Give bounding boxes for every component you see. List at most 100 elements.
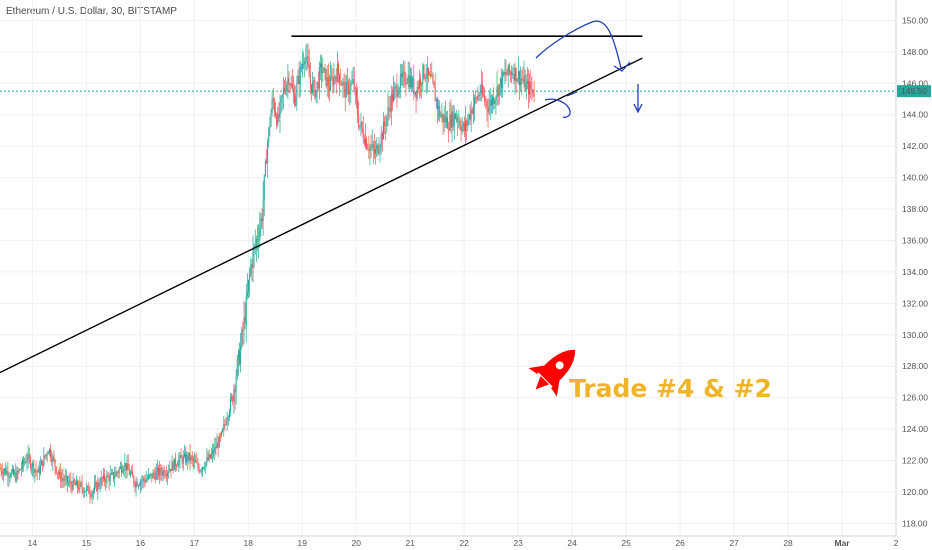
candle-body bbox=[62, 478, 64, 480]
candle-body bbox=[472, 106, 474, 114]
candle-body bbox=[532, 89, 534, 95]
candle-body bbox=[512, 74, 514, 76]
y-tick-label: 122.00 bbox=[902, 456, 928, 466]
candle-body bbox=[96, 482, 98, 491]
candle-body bbox=[354, 89, 356, 91]
candle-body bbox=[431, 75, 433, 77]
candle-body bbox=[244, 316, 246, 324]
annotations-layer: Trade #4 & #2 bbox=[528, 20, 772, 403]
candle-body bbox=[434, 87, 436, 102]
candle-body bbox=[7, 471, 9, 478]
candle-body bbox=[178, 459, 180, 466]
x-tick-label: 2 bbox=[894, 538, 899, 548]
candle-body bbox=[421, 83, 423, 86]
candle-body bbox=[213, 450, 215, 454]
candle-body bbox=[36, 470, 38, 473]
candle-body bbox=[75, 480, 77, 486]
candle-body bbox=[373, 149, 375, 154]
candle-body bbox=[359, 125, 361, 128]
candle-body bbox=[317, 81, 319, 89]
candle-body bbox=[255, 239, 257, 246]
candle-body bbox=[439, 105, 441, 118]
chart-title: Ethereum / U.S. Dollar, 30, BITSTAMP bbox=[6, 6, 177, 17]
candle-body bbox=[209, 454, 211, 458]
candle-body bbox=[33, 462, 35, 473]
candle-body bbox=[81, 483, 83, 489]
x-tick-label: 24 bbox=[567, 538, 577, 548]
candle-body bbox=[243, 316, 245, 331]
candle-body bbox=[469, 114, 471, 120]
candle-body bbox=[24, 461, 26, 464]
candle-body bbox=[445, 117, 447, 123]
drawn-down-arrowhead bbox=[633, 103, 643, 114]
candle-body bbox=[116, 472, 118, 473]
candle-body bbox=[384, 122, 386, 126]
candle-body bbox=[23, 460, 25, 464]
candle-body bbox=[369, 146, 371, 151]
candle-body bbox=[134, 483, 136, 488]
candle-body bbox=[135, 481, 137, 488]
candle-body bbox=[272, 98, 274, 102]
candle-body bbox=[83, 491, 85, 493]
candle-body bbox=[442, 113, 444, 122]
candle-body bbox=[97, 482, 99, 491]
candle-body bbox=[104, 474, 106, 481]
candle-body bbox=[118, 468, 120, 473]
candle-body bbox=[360, 122, 362, 126]
candle-body bbox=[514, 67, 516, 81]
candle-body bbox=[143, 478, 145, 481]
candle-body bbox=[99, 486, 101, 487]
candle-body bbox=[146, 478, 148, 480]
candle-body bbox=[305, 57, 307, 62]
candle-body bbox=[51, 457, 53, 462]
candle-body bbox=[71, 484, 73, 490]
candle-body bbox=[385, 125, 387, 127]
candle-body bbox=[316, 81, 318, 91]
candle-body bbox=[309, 76, 311, 85]
candle-body bbox=[198, 466, 200, 472]
candle-body bbox=[65, 475, 67, 478]
candle-body bbox=[425, 78, 427, 80]
candle-body bbox=[79, 482, 81, 490]
candle-body bbox=[449, 114, 451, 131]
candle-body bbox=[450, 114, 452, 129]
x-tick-label: 21 bbox=[405, 538, 415, 548]
candle-body bbox=[6, 471, 8, 475]
candle-body bbox=[378, 150, 380, 154]
candle-body bbox=[86, 487, 88, 492]
x-tick-label: Mar bbox=[834, 538, 850, 548]
candle-body bbox=[214, 446, 216, 454]
candle-body bbox=[173, 458, 175, 471]
candle-body bbox=[296, 83, 298, 97]
candle-body bbox=[530, 82, 532, 89]
candle-body bbox=[82, 488, 84, 493]
candle-body bbox=[440, 115, 442, 118]
candle-body bbox=[106, 475, 108, 483]
candle-body bbox=[505, 72, 507, 75]
candle-body bbox=[127, 463, 129, 470]
candle-body bbox=[151, 473, 153, 479]
candle-body bbox=[21, 460, 23, 469]
candle-body bbox=[507, 64, 509, 75]
candle-body bbox=[475, 97, 477, 99]
y-tick-label: 120.00 bbox=[902, 487, 928, 497]
candle-body bbox=[304, 61, 306, 64]
candle-body bbox=[187, 454, 189, 461]
candle-body bbox=[467, 120, 469, 126]
candle-body bbox=[372, 144, 374, 150]
candle-body bbox=[466, 121, 468, 126]
candle-body bbox=[78, 487, 80, 490]
candle-body bbox=[147, 474, 149, 479]
candle-body bbox=[222, 428, 224, 432]
candle-body bbox=[88, 485, 90, 494]
candle-body bbox=[204, 467, 206, 469]
candle-body bbox=[102, 474, 104, 479]
candle-body bbox=[345, 81, 347, 98]
y-tick-label: 140.00 bbox=[902, 173, 928, 183]
candle-body bbox=[225, 424, 227, 425]
candle-body bbox=[117, 472, 119, 474]
candle-body bbox=[180, 455, 182, 458]
candle-body bbox=[162, 470, 164, 476]
